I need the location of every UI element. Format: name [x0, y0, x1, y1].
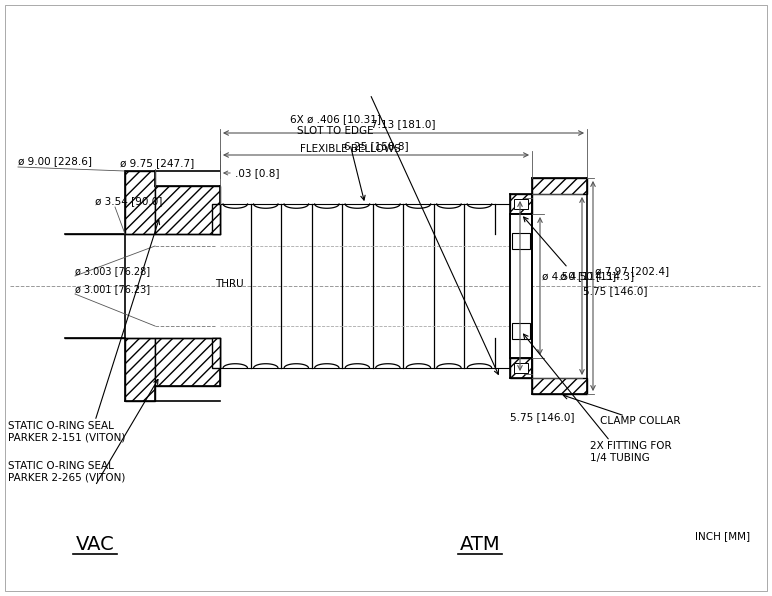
Text: ø 3.001 [76.23]: ø 3.001 [76.23]	[75, 284, 150, 294]
Bar	[155, 338, 220, 386]
Text: 5.75 [146.0]: 5.75 [146.0]	[510, 412, 574, 422]
Text: .03 [0.8]: .03 [0.8]	[235, 168, 279, 178]
Text: STATIC O-RING SEAL
PARKER 2-265 (VITON): STATIC O-RING SEAL PARKER 2-265 (VITON)	[8, 461, 125, 483]
Text: ø 4.50 [114.3]: ø 4.50 [114.3]	[560, 271, 634, 281]
Text: 2X FITTING FOR
1/4 TUBING: 2X FITTING FOR 1/4 TUBING	[590, 441, 672, 462]
Text: ø 4.50 [114.3]: ø 4.50 [114.3]	[542, 271, 616, 281]
Bar	[512, 233, 530, 249]
Bar	[212, 204, 220, 234]
Text: ø 3.54 [90.0]: ø 3.54 [90.0]	[95, 196, 162, 206]
Text: ø 3.003 [76.28]: ø 3.003 [76.28]	[75, 266, 150, 276]
Text: 6.25 [158.8]: 6.25 [158.8]	[344, 141, 408, 151]
Text: THRU: THRU	[215, 279, 244, 289]
Text: ø 9.75 [247.7]: ø 9.75 [247.7]	[120, 158, 195, 168]
Bar	[510, 358, 532, 378]
Bar	[125, 338, 155, 401]
Text: 5.75 [146.0]: 5.75 [146.0]	[583, 286, 648, 296]
Text: VAC: VAC	[76, 535, 114, 554]
Text: ø 9.00 [228.6]: ø 9.00 [228.6]	[18, 156, 92, 166]
Text: FLEXIBLE BELLOWS: FLEXIBLE BELLOWS	[300, 144, 401, 154]
Text: 6X ø .406 [10.31]
SLOT TO EDGE: 6X ø .406 [10.31] SLOT TO EDGE	[290, 114, 381, 136]
Bar	[125, 171, 155, 234]
Text: CLAMP COLLAR: CLAMP COLLAR	[600, 416, 680, 426]
Bar	[532, 378, 587, 394]
Text: ø 7.97 [202.4]: ø 7.97 [202.4]	[595, 266, 669, 276]
Text: INCH [MM]: INCH [MM]	[695, 531, 750, 541]
Bar	[514, 199, 528, 209]
Bar	[532, 178, 587, 194]
Bar	[512, 323, 530, 339]
Bar	[510, 194, 532, 214]
Bar	[510, 214, 532, 358]
Text: ATM: ATM	[459, 535, 500, 554]
Bar	[212, 338, 220, 368]
Bar	[155, 186, 220, 234]
Text: STATIC O-RING SEAL
PARKER 2-151 (VITON): STATIC O-RING SEAL PARKER 2-151 (VITON)	[8, 421, 125, 443]
Text: 7.13 [181.0]: 7.13 [181.0]	[371, 119, 435, 129]
Bar	[514, 363, 528, 373]
